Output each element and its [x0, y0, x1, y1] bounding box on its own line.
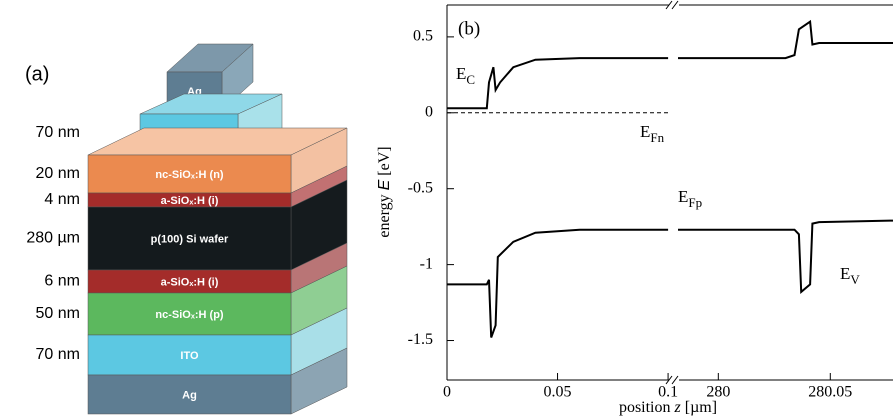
layer: [87, 334, 292, 376]
layer-name: ITO: [180, 350, 199, 362]
thickness-label: 4 nm: [44, 191, 80, 208]
thickness-label: 280 µm: [26, 230, 80, 247]
panel-label: (a): [25, 63, 49, 85]
y-tick-label: -0.5: [408, 179, 433, 196]
label-part: E: [376, 179, 393, 190]
label-part: [µm]: [681, 399, 717, 416]
thickness-label: 6 nm: [44, 273, 80, 290]
layer-name: Ag: [182, 389, 197, 401]
thickness-label: 70 nm: [36, 346, 80, 363]
annotation-sub: V: [850, 272, 860, 287]
x-tick-label: 0.1: [658, 384, 678, 401]
layer-name: a-SiOₓ:H (i): [161, 195, 219, 207]
annotation-sub: C: [466, 72, 475, 87]
layer: [87, 206, 292, 271]
thickness-label: 20 nm: [36, 165, 80, 182]
annotation-sub: Fn: [650, 130, 664, 145]
band-line: [447, 228, 669, 338]
annotation: EFn: [640, 122, 665, 145]
band-line: [678, 219, 893, 294]
label-part: [eV]: [376, 146, 393, 179]
y-tick-label: 0.5: [413, 28, 433, 45]
x-tick-label: 0: [443, 384, 451, 401]
annotation-sub: Fp: [688, 195, 702, 210]
band-line: [447, 57, 669, 110]
label-part: z: [674, 399, 682, 416]
panel-label: (b): [458, 18, 480, 39]
layer-name: a-SiOₓ:H (i): [161, 276, 219, 288]
x-axis-label: position z [µm]: [619, 399, 717, 416]
thickness-label: 70 nm: [36, 124, 80, 141]
y-tick-label: -1: [420, 255, 433, 272]
thickness-label: 50 nm: [36, 305, 80, 322]
x-tick-label: 280: [706, 384, 730, 401]
annotation: EV: [840, 264, 860, 287]
annotation: EC: [456, 64, 475, 87]
x-tick-label: 0.05: [544, 384, 572, 401]
layer-name: nc-SiOₓ:H (n): [155, 169, 224, 181]
band-line: [678, 19, 893, 60]
annotation-text: E: [678, 187, 688, 206]
label-part: energy: [376, 190, 393, 237]
x-tick-label: 280.05: [808, 384, 852, 401]
axis-break: [665, 0, 679, 385]
y-tick-label: 0: [425, 103, 433, 120]
annotation-text: E: [640, 122, 650, 141]
y-tick-label: -1.5: [408, 331, 433, 348]
annotation: EFp: [678, 187, 702, 210]
annotation-text: E: [456, 64, 466, 83]
layer-name: nc-SiOₓ:H (p): [155, 309, 224, 321]
layer: [87, 292, 292, 336]
label-part: position: [619, 399, 675, 416]
annotation-text: E: [840, 264, 850, 283]
layer: [87, 154, 292, 194]
layer: [87, 374, 292, 415]
y-axis-label: energy E [eV]: [376, 146, 394, 237]
layer-name: p(100) Si wafer: [151, 233, 229, 245]
